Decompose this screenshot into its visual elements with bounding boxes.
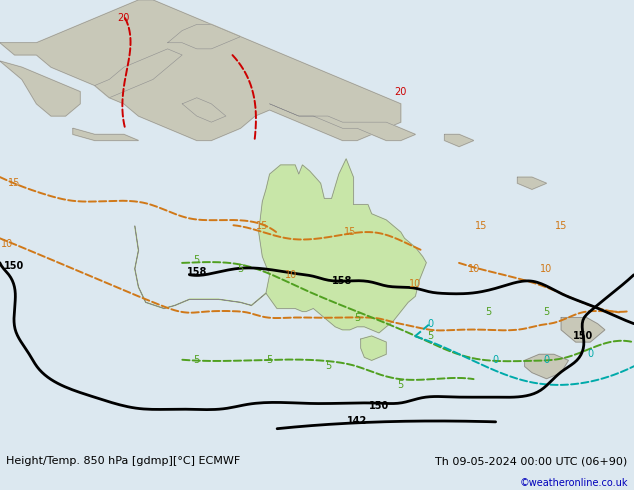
Polygon shape — [0, 0, 401, 141]
Text: 150: 150 — [4, 261, 24, 270]
Text: Height/Temp. 850 hPa [gdmp][°C] ECMWF: Height/Temp. 850 hPa [gdmp][°C] ECMWF — [6, 456, 240, 466]
Text: 15: 15 — [555, 221, 567, 231]
Text: 0: 0 — [543, 355, 550, 366]
Text: 5: 5 — [325, 362, 331, 371]
Text: 10: 10 — [285, 270, 297, 280]
Text: 5: 5 — [398, 380, 404, 390]
Text: ©weatheronline.co.uk: ©weatheronline.co.uk — [519, 478, 628, 489]
Polygon shape — [444, 134, 474, 147]
Polygon shape — [167, 24, 240, 49]
Text: 5: 5 — [237, 264, 243, 274]
Text: Th 09-05-2024 00:00 UTC (06+90): Th 09-05-2024 00:00 UTC (06+90) — [436, 456, 628, 466]
Polygon shape — [361, 336, 386, 360]
Text: 150: 150 — [369, 401, 389, 411]
Text: 10: 10 — [467, 264, 480, 274]
Text: 5: 5 — [354, 313, 360, 322]
Text: 10: 10 — [1, 239, 13, 249]
Text: 5: 5 — [266, 355, 273, 366]
Text: 15: 15 — [475, 221, 487, 231]
Text: 5: 5 — [485, 307, 491, 317]
Text: 0: 0 — [493, 355, 498, 366]
Text: 10: 10 — [410, 279, 422, 289]
Polygon shape — [0, 61, 80, 116]
Text: 15: 15 — [8, 178, 21, 188]
Text: 150: 150 — [573, 331, 593, 341]
Text: 0: 0 — [587, 349, 593, 359]
Text: 15: 15 — [344, 227, 356, 237]
Text: 158: 158 — [186, 267, 207, 277]
Text: 5: 5 — [193, 355, 200, 366]
Polygon shape — [94, 49, 182, 98]
Polygon shape — [182, 98, 226, 122]
Text: 5: 5 — [193, 255, 200, 265]
Text: 0: 0 — [427, 318, 433, 329]
Polygon shape — [561, 318, 605, 342]
Text: 10: 10 — [540, 264, 553, 274]
Text: 5: 5 — [427, 331, 433, 341]
Polygon shape — [73, 128, 138, 141]
Text: 15: 15 — [256, 221, 269, 231]
Text: 20: 20 — [394, 87, 407, 97]
Text: 5: 5 — [543, 307, 550, 317]
Text: 142: 142 — [347, 416, 367, 426]
Polygon shape — [525, 354, 569, 379]
Text: 158: 158 — [332, 276, 353, 286]
Polygon shape — [135, 159, 426, 333]
Polygon shape — [269, 104, 415, 141]
Polygon shape — [517, 177, 547, 189]
Text: 20: 20 — [118, 13, 130, 24]
